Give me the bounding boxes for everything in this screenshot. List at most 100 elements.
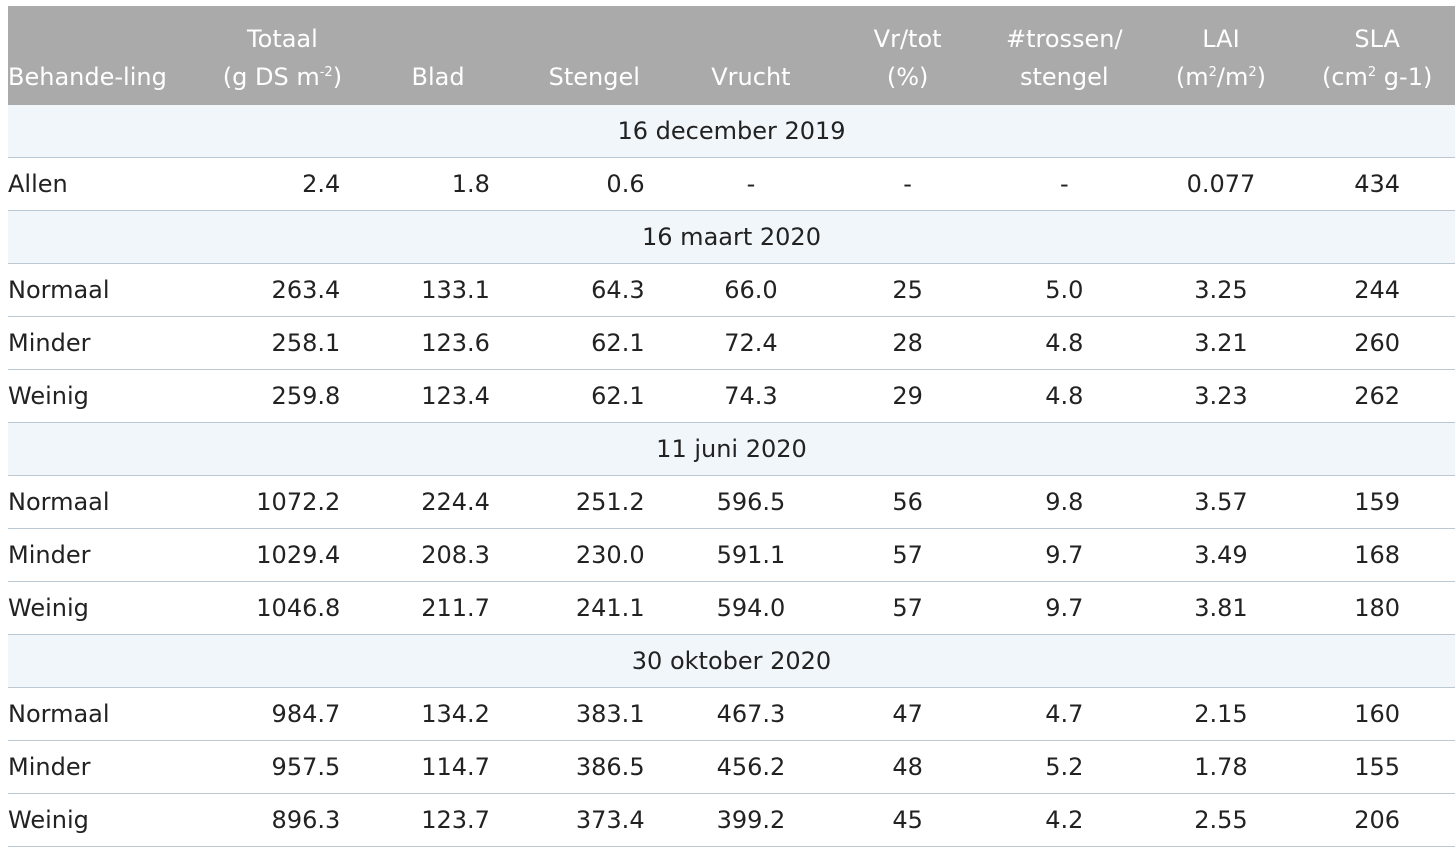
cell-blad: 114.7 xyxy=(360,740,516,794)
cell-vrtot: 45 xyxy=(829,793,986,847)
cell-vrucht: 74.3 xyxy=(672,369,830,423)
cell-stengel: 62.1 xyxy=(515,316,673,370)
cell-lai: 0.077 xyxy=(1142,157,1300,211)
cell-stengel: 64.3 xyxy=(515,263,673,317)
cell-sla: 434 xyxy=(1299,157,1455,211)
cell-sla: 160 xyxy=(1299,687,1455,741)
cell-lai: 3.21 xyxy=(1142,316,1300,370)
cell-stengel: 62.1 xyxy=(515,369,673,423)
cell-vrucht: 467.3 xyxy=(672,687,830,741)
cell-vrtot: - xyxy=(829,157,986,211)
table-row: Weinig 259.8 123.4 62.1 74.3 29 4.8 3.23 262 xyxy=(8,369,1455,423)
table-row: Weinig 896.3 123.7 373.4 399.2 45 4.2 2.55 206 xyxy=(8,793,1455,847)
date-group-label: 11 juni 2020 xyxy=(8,422,1455,476)
results-table-container: Behande-ling Totaal (g DS m-2) Blad Steng… xyxy=(8,6,1455,847)
table-row: Normaal 984.7 134.2 383.1 467.3 47 4.7 2.15 160 xyxy=(8,687,1455,741)
cell-behandeling: Minder xyxy=(8,316,205,370)
cell-sla: 260 xyxy=(1299,316,1455,370)
cell-vrucht: - xyxy=(672,157,830,211)
cell-trossen: 9.7 xyxy=(985,581,1143,635)
cell-trossen: 4.8 xyxy=(985,369,1143,423)
cell-lai: 3.25 xyxy=(1142,263,1300,317)
cell-sla: 262 xyxy=(1299,369,1455,423)
cell-vrucht: 591.1 xyxy=(672,528,830,582)
cell-stengel: 373.4 xyxy=(515,793,673,847)
cell-lai: 3.23 xyxy=(1142,369,1300,423)
cell-vrucht: 66.0 xyxy=(672,263,830,317)
cell-trossen: - xyxy=(985,157,1143,211)
cell-vrucht: 399.2 xyxy=(672,793,830,847)
cell-vrtot: 56 xyxy=(829,475,986,529)
cell-behandeling: Normaal xyxy=(8,475,205,529)
table-row: Weinig 1046.8 211.7 241.1 594.0 57 9.7 3.81 180 xyxy=(8,581,1455,635)
cell-blad: 123.6 xyxy=(360,316,516,370)
cell-totaal: 1072.2 xyxy=(204,475,361,529)
table-row: Minder 258.1 123.6 62.1 72.4 28 4.8 3.21 260 xyxy=(8,316,1455,370)
cell-sla: 168 xyxy=(1299,528,1455,582)
cell-blad: 134.2 xyxy=(360,687,516,741)
cell-stengel: 0.6 xyxy=(515,157,673,211)
cell-totaal: 258.1 xyxy=(204,316,361,370)
results-table: Behande-ling Totaal (g DS m-2) Blad Steng… xyxy=(8,6,1455,847)
table-header: Behande-ling Totaal (g DS m-2) Blad Steng… xyxy=(8,6,1455,105)
cell-vrucht: 456.2 xyxy=(672,740,830,794)
cell-stengel: 251.2 xyxy=(515,475,673,529)
cell-blad: 123.4 xyxy=(360,369,516,423)
cell-totaal: 957.5 xyxy=(204,740,361,794)
cell-stengel: 241.1 xyxy=(515,581,673,635)
cell-sla: 206 xyxy=(1299,793,1455,847)
table-row: Minder 957.5 114.7 386.5 456.2 48 5.2 1.78 155 xyxy=(8,740,1455,794)
cell-stengel: 386.5 xyxy=(515,740,673,794)
cell-totaal: 259.8 xyxy=(204,369,361,423)
cell-blad: 208.3 xyxy=(360,528,516,582)
col-header-vrucht: Vrucht xyxy=(672,6,830,105)
cell-behandeling: Weinig xyxy=(8,581,205,635)
cell-vrtot: 57 xyxy=(829,581,986,635)
cell-vrucht: 596.5 xyxy=(672,475,830,529)
date-group-label: 16 maart 2020 xyxy=(8,210,1455,264)
col-header-lai: LAI (m2/m2) xyxy=(1142,6,1300,105)
col-header-sla: SLA (cm2 g-1) xyxy=(1299,6,1455,105)
table-row: Normaal 1072.2 224.4 251.2 596.5 56 9.8 3.57 159 xyxy=(8,475,1455,529)
cell-sla: 244 xyxy=(1299,263,1455,317)
date-group-row: 16 maart 2020 xyxy=(8,210,1455,264)
cell-stengel: 383.1 xyxy=(515,687,673,741)
cell-trossen: 4.7 xyxy=(985,687,1143,741)
table-body: 16 december 2019 Allen 2.4 1.8 0.6- - -0.077 43… xyxy=(8,105,1455,847)
cell-totaal: 896.3 xyxy=(204,793,361,847)
cell-vrtot: 47 xyxy=(829,687,986,741)
cell-vrucht: 594.0 xyxy=(672,581,830,635)
table-row: Minder 1029.4 208.3 230.0 591.1 57 9.7 3.49 168 xyxy=(8,528,1455,582)
cell-lai: 1.78 xyxy=(1142,740,1300,794)
cell-trossen: 9.8 xyxy=(985,475,1143,529)
cell-lai: 2.15 xyxy=(1142,687,1300,741)
cell-sla: 180 xyxy=(1299,581,1455,635)
cell-vrtot: 29 xyxy=(829,369,986,423)
cell-blad: 224.4 xyxy=(360,475,516,529)
col-header-trossen: #trossen/stengel xyxy=(985,6,1143,105)
cell-blad: 133.1 xyxy=(360,263,516,317)
col-header-totaal: Totaal (g DS m-2) xyxy=(204,6,361,105)
cell-vrtot: 28 xyxy=(829,316,986,370)
cell-vrtot: 48 xyxy=(829,740,986,794)
cell-behandeling: Allen xyxy=(8,157,205,211)
cell-behandeling: Normaal xyxy=(8,263,205,317)
cell-totaal: 984.7 xyxy=(204,687,361,741)
table-row: Allen 2.4 1.8 0.6- - -0.077 434 xyxy=(8,157,1455,211)
cell-trossen: 4.2 xyxy=(985,793,1143,847)
date-group-row: 11 juni 2020 xyxy=(8,422,1455,476)
date-group-row: 30 oktober 2020 xyxy=(8,634,1455,688)
cell-behandeling: Minder xyxy=(8,528,205,582)
cell-behandeling: Weinig xyxy=(8,369,205,423)
cell-behandeling: Weinig xyxy=(8,793,205,847)
cell-lai: 2.55 xyxy=(1142,793,1300,847)
date-group-label: 16 december 2019 xyxy=(8,105,1455,158)
cell-behandeling: Normaal xyxy=(8,687,205,741)
cell-blad: 123.7 xyxy=(360,793,516,847)
cell-totaal: 263.4 xyxy=(204,263,361,317)
col-header-blad: Blad xyxy=(360,6,516,105)
cell-blad: 211.7 xyxy=(360,581,516,635)
table-row: Normaal 263.4 133.1 64.3 66.0 25 5.0 3.25 244 xyxy=(8,263,1455,317)
cell-blad: 1.8 xyxy=(360,157,516,211)
cell-trossen: 4.8 xyxy=(985,316,1143,370)
